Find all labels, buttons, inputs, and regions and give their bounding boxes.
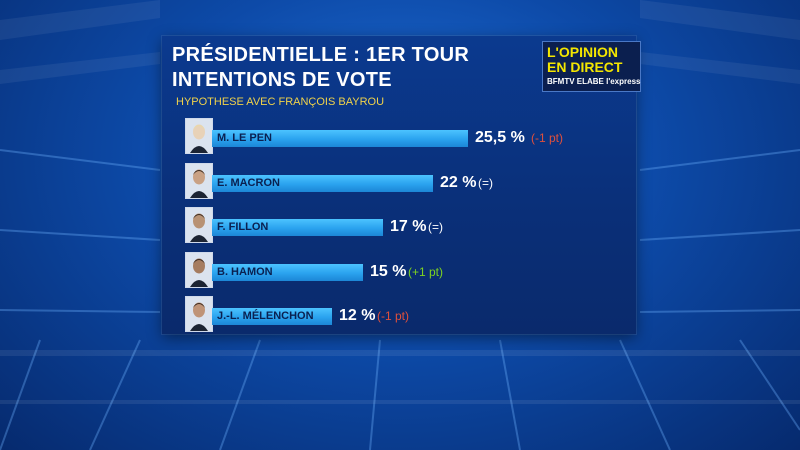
candidate-photo: [185, 207, 213, 243]
change-label: (-1 pt): [377, 309, 410, 323]
bar-label: J.-L. MÉLENCHON: [217, 310, 314, 322]
candidate-photo: [185, 118, 213, 154]
bar-label: B. HAMON: [217, 265, 273, 278]
value-label: 17 %: [390, 218, 427, 235]
bar-label: F. FILLON: [217, 221, 269, 233]
bar: [212, 308, 332, 325]
value-label: 15 %: [370, 262, 407, 280]
chart-title: PRÉSIDENTIELLE : 1ER TOUR: [172, 44, 470, 66]
chart-subtitle: HYPOTHESE AVEC FRANÇOIS BAYROU: [176, 96, 385, 108]
change-label: (-1 pt): [531, 131, 564, 145]
bar: [212, 219, 383, 236]
chart-title-line2: INTENTIONS DE VOTE: [172, 69, 392, 91]
change-label: (=): [428, 220, 443, 234]
value-label: 25,5 %: [475, 129, 525, 146]
change-label: (+1 pt): [408, 264, 444, 279]
bar-label: E. MACRON: [217, 176, 280, 189]
candidate-photo: [185, 162, 213, 199]
candidate-photo: [185, 296, 213, 332]
logo-brands: BFMTV ELABE l'express: [547, 77, 641, 86]
value-label: 12 %: [339, 307, 376, 324]
logo-text-line1: L'OPINION: [547, 44, 618, 60]
value-label: 22 %: [440, 173, 477, 191]
bar: [212, 130, 468, 147]
candidate-photo: [185, 251, 213, 288]
bar: [212, 174, 433, 192]
opinion-en-direct-logo: L'OPINION EN DIRECT BFMTV ELABE l'expres…: [542, 41, 641, 92]
bar: [212, 263, 363, 281]
logo-text-line2: EN DIRECT: [547, 59, 623, 75]
bar-label: M. LE PEN: [217, 132, 273, 144]
change-label: (=): [478, 175, 493, 190]
